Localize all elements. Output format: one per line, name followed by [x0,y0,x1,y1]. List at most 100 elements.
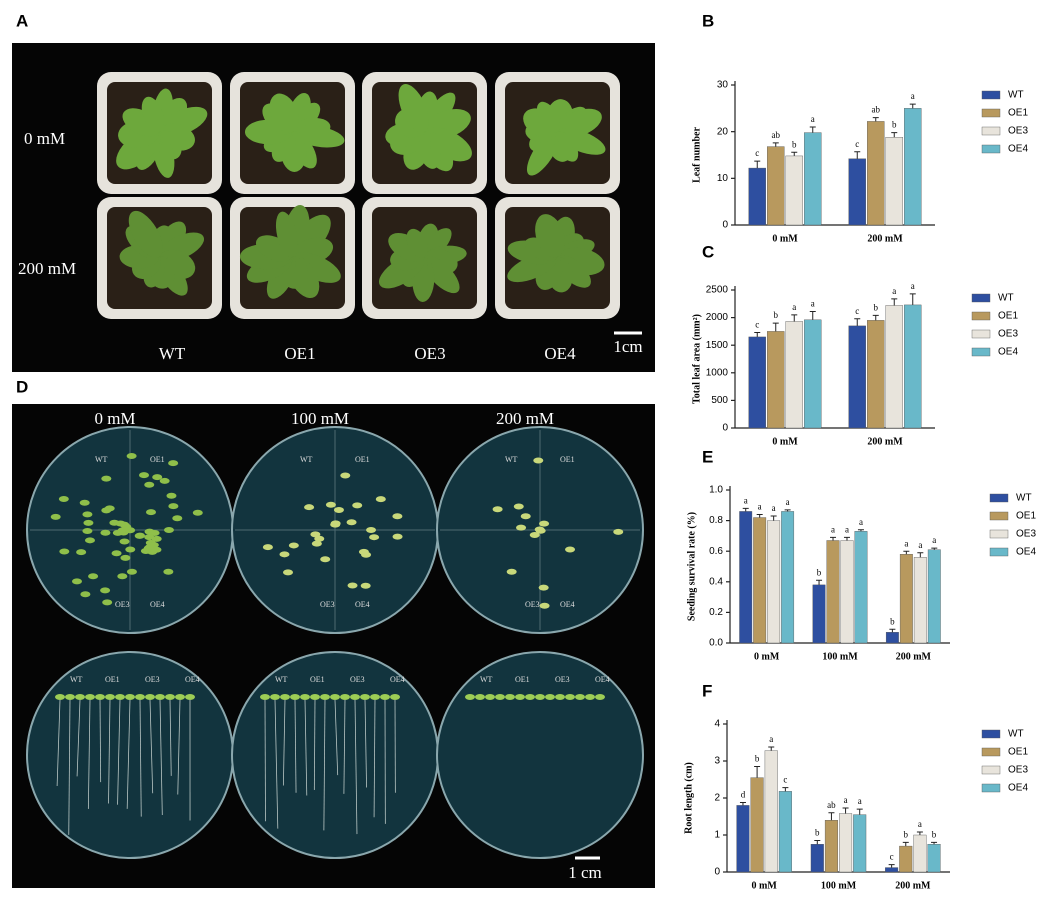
seedling [533,457,544,464]
significance-label: a [744,495,748,505]
seedling [260,694,270,700]
seedling [320,694,330,700]
error-bar [791,314,798,322]
seedling [380,694,390,700]
y-axis-label: Total leaf area (mm²) [691,314,702,404]
seedling [304,504,315,511]
panel-label: A [16,11,28,30]
seedling [85,694,95,700]
seedling [185,694,195,700]
plate-label: OE1 [150,455,165,464]
seedling [144,534,155,541]
seedling [390,694,400,700]
seedling [115,694,125,700]
seedling [525,694,535,700]
seedling [475,694,485,700]
x-tick-label: 0 mM [752,880,778,891]
seedling [539,602,550,609]
error-bar [754,332,761,337]
error-bar [756,513,763,518]
legend-label: OE3 [1008,126,1028,137]
root [323,699,326,831]
error-bar [809,126,816,133]
seedling [75,694,85,700]
plate-label: OE1 [515,675,530,684]
bar [913,834,927,873]
seedling [126,568,137,575]
seedling [100,587,111,594]
root [117,699,121,805]
significance-label: a [831,524,835,534]
seedling [535,694,545,700]
y-axis-label: Leaf number [691,127,702,183]
root [294,699,297,793]
error-bar [917,552,924,558]
leaf [269,93,299,133]
seedling [172,515,183,522]
significance-label: a [892,286,896,296]
significance-label: a [859,517,863,527]
error-bar [903,550,910,555]
leaf [536,101,561,133]
significance-label: ab [872,105,881,115]
leaf [141,96,165,133]
leaf [128,210,163,258]
seedling [392,533,403,540]
bar [867,121,885,226]
y-tick-label: 0.8 [709,515,723,526]
seedling [330,520,341,527]
seedling [538,584,549,591]
seedling [82,511,93,518]
leaf [535,214,565,258]
bar [839,813,853,873]
seedling [88,573,99,580]
column-label: WT [159,344,186,363]
seedling [340,472,351,479]
legend-swatch [981,765,1001,775]
root [169,699,172,776]
bar [826,540,840,644]
seedling [555,694,565,700]
legend-label: WT [1008,729,1024,740]
leaf [406,228,428,258]
plate-label: OE1 [560,455,575,464]
bar [767,520,781,644]
bar [804,132,822,226]
plate-label: OE3 [555,675,570,684]
column-label: 200 mM [496,409,554,428]
y-tick-label: 4 [714,719,720,730]
error-bar [784,509,791,512]
legend-swatch [981,747,1001,757]
seedling [165,694,175,700]
column-label: OE4 [544,344,576,363]
error-bar [889,628,896,633]
bar [927,844,941,873]
legend-label: OE3 [1008,765,1028,776]
root [87,699,91,809]
bar [764,750,778,873]
error-bar [872,117,879,122]
error-bar [857,529,864,532]
bar [810,844,824,873]
panel-label: F [702,681,712,700]
significance-label: a [811,114,815,124]
significance-label: a [786,497,790,507]
root [334,699,339,776]
significance-label: b [815,828,820,838]
plate [436,651,644,859]
y-tick-label: 1000 [706,367,729,378]
seedling [366,527,377,534]
y-tick-label: 0.4 [709,576,723,587]
scale-label: 1cm [613,337,642,356]
bar [748,336,766,429]
error-bar [768,746,775,751]
seedling [262,544,273,551]
legend-label: OE1 [998,311,1018,322]
bar [927,549,941,644]
row-label: 200 mM [18,259,76,278]
y-tick-label: 1.0 [709,485,723,496]
bar [785,321,803,429]
seedling [515,694,525,700]
seedling [369,534,380,541]
